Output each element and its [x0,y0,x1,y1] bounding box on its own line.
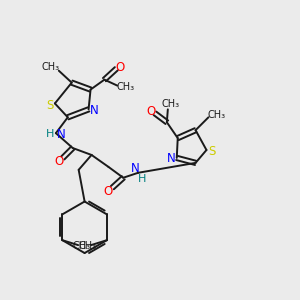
Text: CH₃: CH₃ [162,99,180,110]
Text: N: N [131,162,140,175]
Text: S: S [46,99,54,112]
Text: N: N [90,104,99,117]
Text: CH₃: CH₃ [42,62,60,72]
Text: O: O [146,105,156,118]
Text: H: H [138,174,146,184]
Text: S: S [209,146,216,158]
Text: N: N [56,128,65,141]
Text: O: O [116,61,125,74]
Text: N: N [167,152,175,165]
Text: CH₃: CH₃ [79,241,97,251]
Text: CH₃: CH₃ [116,82,134,92]
Text: O: O [104,185,113,198]
Text: H: H [46,129,54,139]
Text: CH₃: CH₃ [207,110,225,120]
Text: CH₃: CH₃ [72,241,90,251]
Text: O: O [54,155,64,168]
